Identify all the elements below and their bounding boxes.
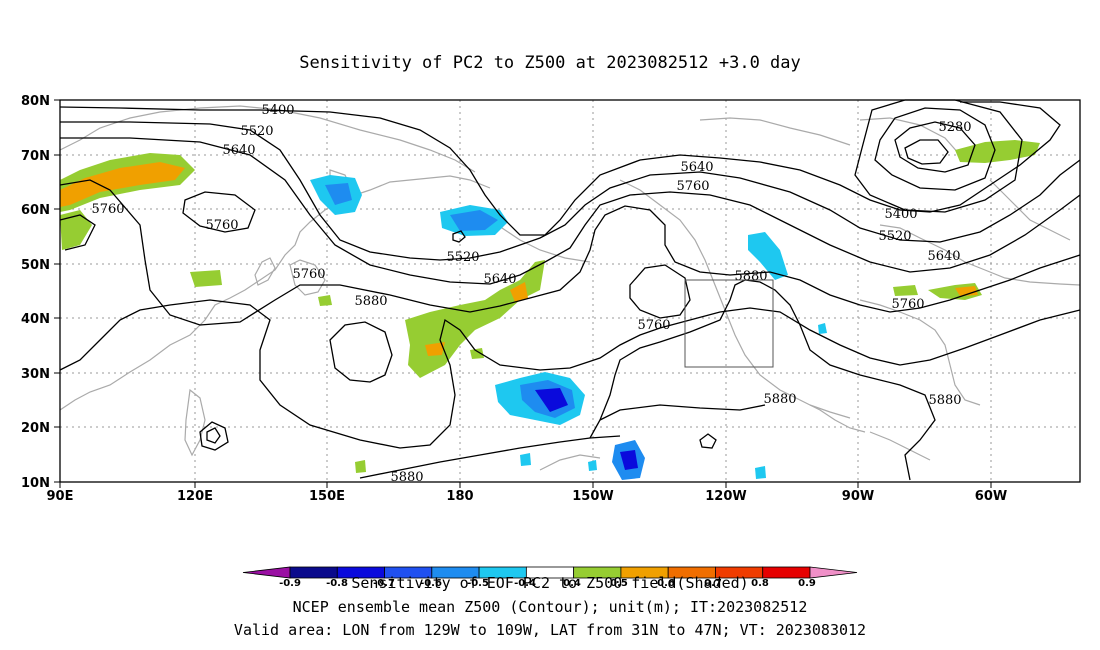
map-panel: 5400 5520 5640 5760 5760 5760 5880 5520 … — [21, 94, 1081, 504]
valid-area-box — [684, 279, 774, 368]
contour-label: 5400 — [884, 207, 917, 222]
contour-label: 5640 — [222, 143, 255, 158]
lon-tick-label: 60W — [975, 489, 1007, 504]
lon-tick-label: 90W — [842, 489, 874, 504]
sensitivity-shading — [60, 140, 1040, 480]
colorbar-segment — [289, 566, 338, 579]
colorbar-label: 0.4 — [563, 578, 581, 589]
contour-label: 5520 — [878, 229, 911, 244]
contour-label: 5760 — [891, 297, 924, 312]
contour-label: 5520 — [446, 250, 479, 265]
lat-tick-label: 20N — [21, 421, 50, 436]
contour-labels: 5400 5520 5640 5760 5760 5760 5880 5520 … — [91, 103, 971, 485]
colorbar-label: 0.8 — [751, 578, 769, 589]
lon-tick-label: 150W — [572, 489, 613, 504]
contour-label: 5880 — [390, 470, 423, 485]
lat-tick-label: 10N — [21, 476, 50, 491]
contour-label: 5640 — [483, 272, 516, 287]
colorbar-label: 0.9 — [798, 578, 816, 589]
colorbar-segments — [242, 566, 858, 579]
colorbar-label: 0.6 — [657, 578, 675, 589]
caption-line-3: Valid area: LON from 129W to 109W, LAT f… — [234, 621, 866, 639]
lon-tick-label: 90E — [47, 489, 74, 504]
lon-tick-labels: 90E 120E 150E 180 150W 120W 90W 60W — [47, 489, 1008, 504]
colorbar-label: -0.8 — [326, 578, 348, 589]
lat-tick-label: 30N — [21, 367, 50, 382]
tick-marks — [54, 99, 992, 488]
colorbar-label: 0.7 — [704, 578, 722, 589]
colorbar-label: 0.5 — [610, 578, 628, 589]
colorbar-label: -0.5 — [467, 578, 489, 589]
contour-label: 5880 — [354, 294, 387, 309]
colorbar: -0.9 -0.8 -0.7 -0.6 -0.5 -0.4 0.4 0.5 0.… — [242, 566, 858, 589]
lon-tick-label: 120W — [705, 489, 746, 504]
lat-tick-label: 80N — [21, 94, 50, 109]
contour-label: 5880 — [734, 269, 767, 284]
contour-label: 5520 — [240, 124, 273, 139]
contour-label: 5760 — [91, 202, 124, 217]
lat-tick-label: 40N — [21, 312, 50, 327]
lat-tick-labels: 10N 20N 30N 40N 50N 60N 70N 80N — [21, 94, 50, 491]
contour-label: 5760 — [292, 267, 325, 282]
lat-tick-label: 50N — [21, 258, 50, 273]
contour-label: 5760 — [205, 218, 238, 233]
colorbar-label: -0.4 — [514, 578, 536, 589]
lat-tick-label: 60N — [21, 203, 50, 218]
contour-label: 5760 — [637, 318, 670, 333]
lat-tick-label: 70N — [21, 149, 50, 164]
map-title: Sensitivity of PC2 to Z500 at 2023082512… — [299, 53, 801, 73]
lon-tick-label: 150E — [309, 489, 345, 504]
caption-line-1: Sensitivity of EOF PC2 to Z500 field(Sha… — [351, 574, 748, 592]
contour-label: 5880 — [928, 393, 961, 408]
contour-label: 5640 — [680, 160, 713, 175]
contour-label: 5280 — [938, 120, 971, 135]
colorbar-labels: -0.9 -0.8 -0.7 -0.6 -0.5 -0.4 0.4 0.5 0.… — [279, 578, 816, 589]
colorbar-label: -0.6 — [420, 578, 442, 589]
lon-tick-label: 180 — [446, 489, 473, 504]
contour-label: 5760 — [676, 179, 709, 194]
z500-contours — [59, 99, 1081, 481]
contour-label: 5400 — [261, 103, 294, 118]
colorbar-segment — [809, 566, 858, 579]
colorbar-label: -0.7 — [373, 578, 395, 589]
lon-tick-label: 120E — [177, 489, 213, 504]
contour-label: 5640 — [927, 249, 960, 264]
gridlines — [60, 100, 1080, 482]
caption-line-2: NCEP ensemble mean Z500 (Contour); unit(… — [293, 598, 808, 616]
colorbar-segment — [762, 566, 811, 579]
contour-label: 5880 — [763, 392, 796, 407]
colorbar-segment — [242, 566, 291, 579]
colorbar-label: -0.9 — [279, 578, 301, 589]
map-frame — [59, 99, 1081, 483]
